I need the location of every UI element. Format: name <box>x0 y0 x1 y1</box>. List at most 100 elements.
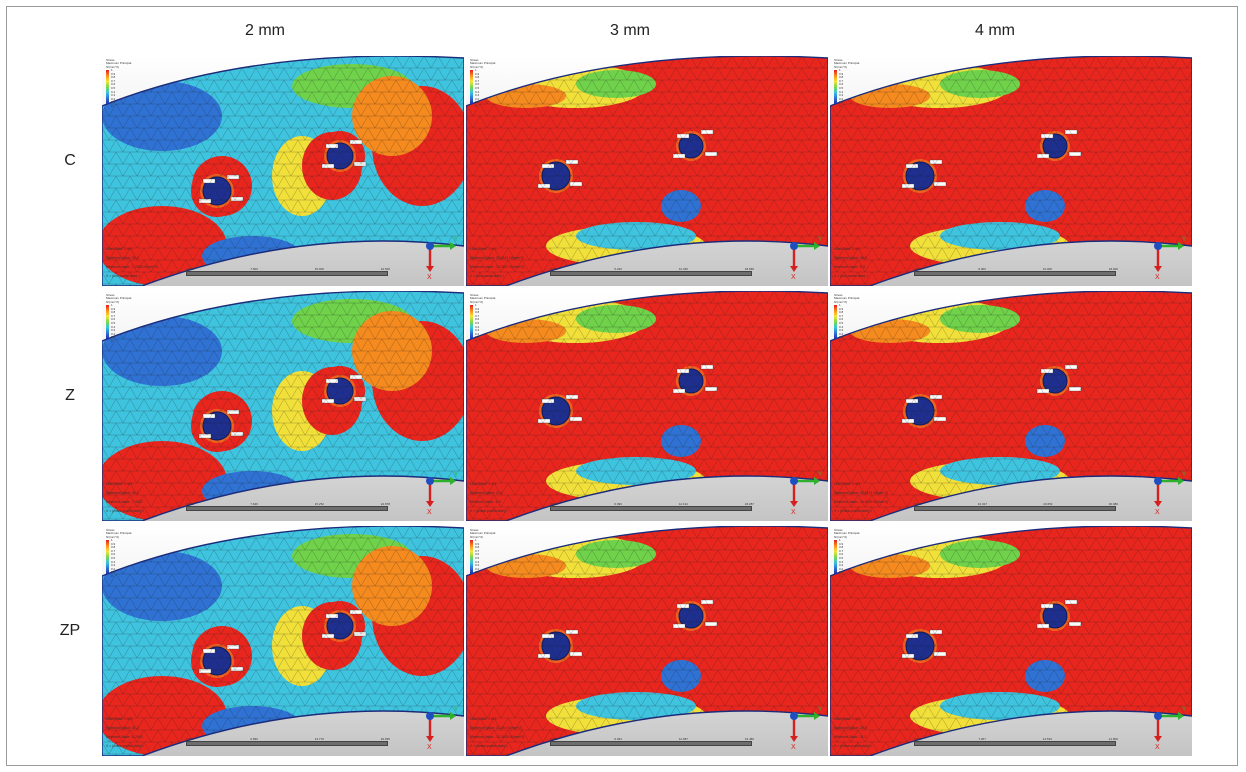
axis-triad-icon: YX <box>1154 237 1186 280</box>
axis-triad-icon: YX <box>790 707 822 750</box>
axis-triad-icon: YX <box>426 707 458 750</box>
stress-map <box>102 56 464 286</box>
beam-body <box>830 56 1192 286</box>
legend-title: Stress Maximum Principal N/(mm^2) <box>470 528 496 539</box>
legend-ticks: 1 0.9 0.8 0.7 0.6 0.5 0.4 0.3 0.2 0.1 0 <box>111 538 116 578</box>
svg-text:Y: Y <box>1182 472 1186 478</box>
stress-map <box>830 526 1192 756</box>
stress-panel-c-3mm: Stress Maximum Principal N/(mm^2) 1 0.9 0.8 0.… <box>466 56 828 286</box>
stress-map <box>830 56 1192 286</box>
svg-text:X: X <box>791 509 796 515</box>
legend-ticks: 1 0.9 0.8 0.7 0.6 0.5 0.4 0.3 0.2 0.1 0 <box>111 303 116 343</box>
axis-triad-icon: YX <box>426 237 458 280</box>
legend-ticks: 1 0.9 0.8 0.7 0.6 0.5 0.4 0.3 0.2 0.1 0 <box>111 68 116 108</box>
scale-labels: 0.000 6.493 12.987 19.480 <box>550 737 754 741</box>
column-header-2: 3 mm <box>610 22 650 39</box>
scale-bar <box>550 741 752 746</box>
scale-bar <box>186 271 388 276</box>
scale-bar <box>914 741 1116 746</box>
legend-title: Stress Maximum Principal N/(mm^2) <box>106 293 132 304</box>
legend-title: Stress Maximum Principal N/(mm^2) <box>834 528 860 539</box>
legend-color-bar <box>106 305 109 339</box>
stress-map <box>466 526 828 756</box>
svg-text:X: X <box>1155 274 1160 280</box>
scale-labels: 0.000 6.230 12.460 18.690 <box>550 267 754 271</box>
stress-panel-z-4mm: Stress Maximum Principal N/(mm^2) 1 0.9 0.8 0.… <box>830 291 1192 521</box>
load-case-info: Load Case: 1 of 1 Maximum Value: 25.6513 … <box>470 247 525 278</box>
legend-title: Stress Maximum Principal N/(mm^2) <box>470 293 496 304</box>
legend-title: Stress Maximum Principal N/(mm^2) <box>834 293 860 304</box>
svg-text:X: X <box>427 509 432 515</box>
legend-title: Stress Maximum Principal N/(mm^2) <box>834 58 860 69</box>
axis-triad-icon: YX <box>1154 707 1186 750</box>
column-header-1: 2 mm <box>245 22 285 39</box>
row-header-3: ZP <box>59 622 81 639</box>
svg-text:X: X <box>427 744 432 750</box>
axis-triad-icon: YX <box>790 472 822 515</box>
legend-ticks: 1 0.9 0.8 0.7 0.6 0.5 0.4 0.3 0.2 0.1 0 <box>475 68 480 108</box>
legend-title: Stress Maximum Principal N/(mm^2) <box>106 58 132 69</box>
svg-text:Y: Y <box>818 237 822 243</box>
stress-map <box>830 291 1192 521</box>
scale-labels: 0.000 6.000 12.000 18.000 <box>914 267 1118 271</box>
svg-text:X: X <box>791 744 796 750</box>
load-case-info: Load Case: 1 of 1 Maximum Value: 31.2 Mini… <box>106 717 144 748</box>
load-case-info: Load Case: 1 of 1 Maximum Value: 28.8 Mini… <box>834 247 869 278</box>
beam-body <box>102 291 464 521</box>
svg-text:Y: Y <box>1182 707 1186 713</box>
stress-panel-zp-4mm: Stress Maximum Principal N/(mm^2) 1 0.9 0.8 0.… <box>830 526 1192 756</box>
legend-color-bar <box>470 305 473 339</box>
figure-frame <box>6 6 1238 766</box>
scale-labels: 0.000 10.327 20.653 30.980 <box>914 502 1118 506</box>
legend-title: Stress Maximum Principal N/(mm^2) <box>106 528 132 539</box>
stress-panel-zp-2mm: Stress Maximum Principal N/(mm^2) 1 0.9 0.8 0.… <box>102 526 464 756</box>
legend-ticks: 1 0.9 0.8 0.7 0.6 0.5 0.4 0.3 0.2 0.1 0 <box>839 303 844 343</box>
scale-bar <box>186 741 388 746</box>
svg-text:Y: Y <box>818 707 822 713</box>
axis-triad-icon: YX <box>426 472 458 515</box>
stress-panel-z-3mm: Stress Maximum Principal N/(mm^2) 1 0.9 0.8 0.… <box>466 291 828 521</box>
stress-panel-c-2mm: Stress Maximum Principal N/(mm^2) 1 0.9 0.8 0.… <box>102 56 464 286</box>
stress-panel-zp-3mm: Stress Maximum Principal N/(mm^2) 1 0.9 0.8 0.… <box>466 526 828 756</box>
legend-color-bar <box>106 540 109 574</box>
svg-text:X: X <box>1155 509 1160 515</box>
legend-color-bar <box>470 70 473 104</box>
scale-bar <box>550 506 752 511</box>
scale-labels: 0.000 7.500 15.000 22.500 <box>186 267 390 271</box>
svg-text:Y: Y <box>454 472 458 478</box>
legend-color-bar <box>834 70 837 104</box>
legend-ticks: 1 0.9 0.8 0.7 0.6 0.5 0.4 0.3 0.2 0.1 0 <box>839 68 844 108</box>
load-case-info: Load Case: 1 of 1 Maximum Value: 27.4 Mini… <box>470 482 508 513</box>
legend-title: Stress Maximum Principal N/(mm^2) <box>470 58 496 69</box>
legend-color-bar <box>834 540 837 574</box>
svg-text:X: X <box>1155 744 1160 750</box>
scale-bar <box>914 506 1116 511</box>
legend-ticks: 1 0.9 0.8 0.7 0.6 0.5 0.4 0.3 0.2 0.1 0 <box>839 538 844 578</box>
svg-text:Y: Y <box>454 237 458 243</box>
scale-labels: 0.000 7.626 15.252 22.878 <box>186 502 390 506</box>
scale-labels: 0.000 6.096 12.191 18.287 <box>550 502 754 506</box>
scale-bar <box>914 271 1116 276</box>
beam-body <box>102 526 464 756</box>
scale-labels: 0.000 7.267 14.533 21.800 <box>914 737 1118 741</box>
scale-bar <box>186 506 388 511</box>
svg-text:X: X <box>791 274 796 280</box>
legend-color-bar <box>470 540 473 574</box>
stress-map <box>466 56 828 286</box>
stress-panel-z-2mm: Stress Maximum Principal N/(mm^2) 1 0.9 0.8 0.… <box>102 291 464 521</box>
svg-text:Y: Y <box>818 472 822 478</box>
legend-ticks: 1 0.9 0.8 0.7 0.6 0.5 0.4 0.3 0.2 0.1 0 <box>475 303 480 343</box>
axis-triad-icon: YX <box>790 237 822 280</box>
beam-body <box>830 526 1192 756</box>
scale-labels: 0.000 6.830 13.770 20.655 <box>186 737 390 741</box>
load-case-info: Load Case: 1 of 1 Maximum Value: 25.5474 … <box>834 482 889 513</box>
stress-map <box>466 291 828 521</box>
svg-text:X: X <box>427 274 432 280</box>
column-header-3: 4 mm <box>975 22 1015 39</box>
load-case-info: Load Case: 1 of 1 Maximum Value: 30.1 Mini… <box>106 482 144 513</box>
load-case-info: Load Case: 1 of 1 Maximum Value: 29.9 Mini… <box>834 717 872 748</box>
stress-panel-c-4mm: Stress Maximum Principal N/(mm^2) 1 0.9 0.8 0.… <box>830 56 1192 286</box>
load-case-info: Load Case: 1 of 1 Maximum Value: 32.291 N… <box>470 717 525 748</box>
row-header-2: Z <box>65 387 75 404</box>
axis-triad-icon: YX <box>1154 472 1186 515</box>
